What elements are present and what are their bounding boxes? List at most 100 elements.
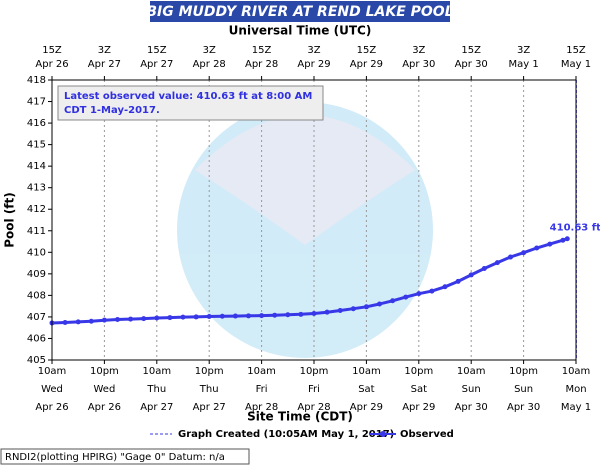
data-point: [494, 260, 500, 266]
x-tick-label: Mon: [565, 384, 586, 395]
data-point: [311, 310, 317, 316]
x-tick-label: Thu: [199, 384, 219, 395]
data-point: [442, 284, 448, 290]
y-tick-label: 413: [27, 183, 46, 194]
x2-tick-label: May 1: [508, 59, 538, 70]
y-tick-label: 415: [27, 140, 46, 151]
x2-tick-label: 3Z: [203, 45, 216, 56]
data-point: [180, 314, 186, 320]
data-point: [206, 313, 212, 319]
legend-swatch-marker: [380, 431, 386, 437]
x-tick-label: Apr 29: [350, 402, 383, 413]
x-tick-label: 10pm: [509, 366, 538, 377]
data-point: [455, 278, 461, 284]
data-point: [115, 317, 120, 323]
x-tick-label: Apr 26: [88, 402, 121, 413]
x-tick-label: Sun: [462, 384, 481, 395]
x2-tick-label: Apr 27: [88, 59, 121, 70]
annotation-line: CDT 1-May-2017.: [64, 105, 160, 116]
chart-title: BIG MUDDY RIVER AT REND LAKE POOL: [146, 4, 453, 20]
y-tick-label: 414: [27, 161, 46, 172]
data-point: [101, 317, 107, 323]
x2-tick-label: Apr 28: [193, 59, 226, 70]
x-tick-label: Wed: [41, 384, 63, 395]
x2-axis-title: Universal Time (UTC): [229, 24, 372, 38]
y-tick-label: 417: [27, 97, 46, 108]
data-point: [128, 316, 134, 322]
marks: [49, 236, 570, 326]
x-tick-label: Apr 30: [455, 402, 488, 413]
last-value-label: 410.63 ft: [550, 223, 600, 234]
x2-tick-label: Apr 29: [350, 59, 383, 70]
x2-tick-label: 15Z: [42, 45, 62, 56]
data-point: [285, 312, 291, 318]
x2-tick-label: Apr 29: [297, 59, 330, 70]
x2-tick-label: 3Z: [517, 45, 530, 56]
x2-tick-label: 3Z: [307, 45, 320, 56]
y-tick-label: 409: [27, 269, 46, 280]
data-point: [154, 315, 160, 321]
annotation-box: [57, 85, 324, 121]
y-tick-label: 416: [27, 118, 46, 129]
x2-tick-label: Apr 28: [245, 59, 278, 70]
x-tick-label: 10am: [457, 366, 486, 377]
legend-observed: Observed: [370, 429, 454, 440]
footer-box: [0, 448, 250, 465]
x2-tick-label: Apr 26: [35, 59, 68, 70]
data-point: [429, 288, 435, 294]
x2-tick-label: 15Z: [461, 45, 481, 56]
data-point: [521, 250, 527, 256]
data-point: [219, 313, 225, 319]
x-tick-label: 10pm: [300, 366, 329, 377]
x-axis-title: Site Time (CDT): [247, 410, 353, 424]
x-tick-label: Thu: [146, 384, 166, 395]
data-point: [390, 298, 396, 304]
data-point: [560, 237, 566, 243]
x-tick-label: Apr 28: [297, 402, 330, 413]
x2-tick-label: Apr 30: [402, 59, 435, 70]
data-point: [416, 291, 422, 297]
x2-tick-label: 3Z: [412, 45, 425, 56]
x-tick-label: 10pm: [195, 366, 224, 377]
data-point: [167, 315, 173, 321]
x-tick-label: Sat: [358, 384, 374, 395]
x-tick-label: Apr 28: [245, 402, 278, 413]
data-point: [141, 316, 147, 322]
annotation-line: Latest observed value: 410.63 ft at 8:00…: [64, 91, 312, 102]
legend-label: Observed: [400, 429, 454, 440]
y-tick-label: 412: [27, 204, 46, 215]
y-tick-label: 408: [27, 290, 46, 301]
x-tick-label: May 1: [561, 402, 591, 413]
watermark-circle: [177, 102, 433, 358]
y-axis-title: Pool (ft): [3, 192, 17, 248]
x2-tick-label: 15Z: [357, 45, 377, 56]
data-point: [62, 320, 68, 326]
data-point: [88, 318, 94, 324]
y-tick-label: 407: [27, 312, 46, 323]
x-tick-label: Sun: [514, 384, 533, 395]
watermark: [177, 102, 433, 358]
x-tick-label: 10am: [38, 366, 67, 377]
y-tick-label: 418: [27, 75, 46, 86]
x-tick-label: Apr 27: [140, 402, 173, 413]
x-tick-label: Apr 29: [402, 402, 435, 413]
data-point: [377, 301, 382, 307]
title-bar: [150, 1, 450, 22]
data-point: [547, 241, 553, 247]
data-point: [534, 245, 540, 251]
data-point: [337, 307, 343, 313]
x2-tick-label: 15Z: [147, 45, 167, 56]
data-point: [259, 313, 265, 319]
x2-tick-label: 15Z: [252, 45, 272, 56]
x2-tick-label: Apr 30: [455, 59, 488, 70]
x2-tick-label: 15Z: [566, 45, 586, 56]
data-point: [481, 265, 487, 271]
x-tick-label: Fri: [308, 384, 320, 395]
x-tick-label: 10am: [143, 366, 172, 377]
x-tick-label: 10pm: [404, 366, 433, 377]
x-tick-label: 10am: [247, 366, 276, 377]
data-point: [232, 313, 238, 319]
x-tick-label: Fri: [256, 384, 268, 395]
